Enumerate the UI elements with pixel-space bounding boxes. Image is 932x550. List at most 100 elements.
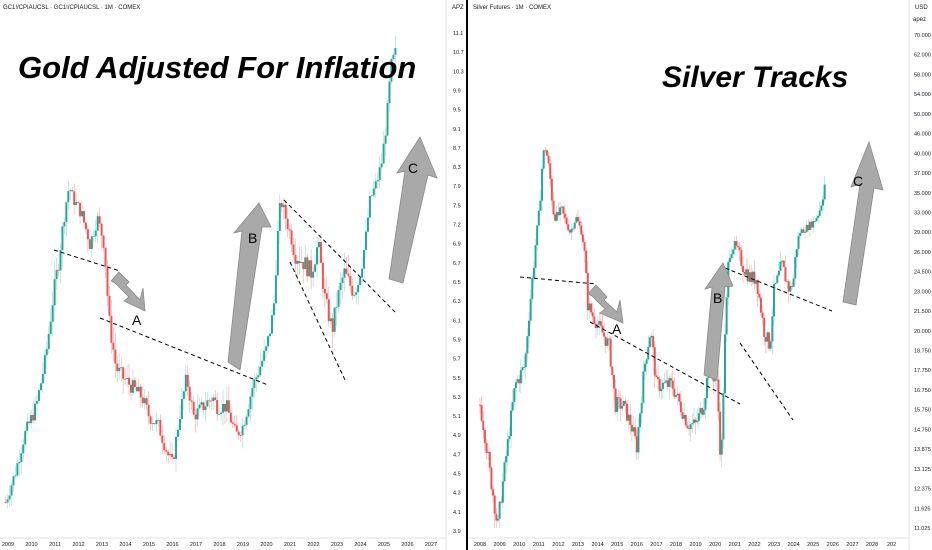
candle-body <box>261 360 264 367</box>
candle-body <box>805 225 808 233</box>
candle-body <box>49 321 52 334</box>
candle-body <box>163 442 166 451</box>
price-tick-label: 20.000 <box>914 329 931 335</box>
price-tick-label: 5.3 <box>453 395 461 401</box>
time-tick-label: 2016 <box>631 542 643 548</box>
candle-body <box>653 347 656 376</box>
candle-body <box>732 249 735 255</box>
candle-body <box>622 400 625 406</box>
candle-body <box>372 188 375 196</box>
candle-body <box>692 419 695 424</box>
candle-body <box>69 190 72 192</box>
candle-body <box>658 379 661 392</box>
candle-body <box>611 366 614 375</box>
candle-body <box>652 335 655 348</box>
candle-body <box>345 268 348 274</box>
candle-body <box>759 297 762 313</box>
candle-body <box>627 414 630 421</box>
candle-body <box>750 272 753 283</box>
gold-chart-panel: GC1!/CPIAUCSL · GC1!/CPIAUCSL · 1M · COM… <box>0 0 464 550</box>
trend-line <box>99 317 269 386</box>
candle-body <box>188 386 191 401</box>
candle-body <box>6 499 9 503</box>
candle-body <box>35 400 38 404</box>
time-tick-label: 2011 <box>49 542 61 548</box>
candle-body <box>394 48 397 55</box>
time-tick-label: 2022 <box>748 542 760 548</box>
candle-body <box>670 378 673 381</box>
candle-body <box>510 410 513 437</box>
candle-body <box>104 247 107 267</box>
time-tick-label: 2024 <box>787 542 799 548</box>
candle-body <box>366 217 369 232</box>
candle-body <box>374 181 377 189</box>
time-tick-label: 2023 <box>768 542 780 548</box>
candle-body <box>660 389 663 392</box>
candle-body <box>16 463 19 476</box>
time-tick-label: 2012 <box>72 542 84 548</box>
candle-body <box>59 250 62 271</box>
price-tick-label: 7.9 <box>453 184 461 190</box>
candle-body <box>4 502 7 504</box>
candle-body <box>629 414 632 426</box>
candle-body <box>282 204 285 208</box>
candle-body <box>774 282 777 284</box>
trend-line <box>724 267 833 312</box>
candle-body <box>126 377 129 379</box>
candle-body <box>753 271 756 284</box>
time-tick-label: 2011 <box>533 542 545 548</box>
candle-body <box>73 191 76 205</box>
candle-body <box>741 265 744 273</box>
price-tick-label: 40.000 <box>914 151 931 157</box>
candle-body <box>118 367 121 372</box>
candle-body <box>594 323 597 329</box>
candle-body <box>782 260 785 268</box>
price-tick-label: 29.000 <box>914 230 931 236</box>
candle-body <box>668 378 671 387</box>
candle-body <box>513 388 516 402</box>
price-tick-label: 4.5 <box>453 472 461 478</box>
candle-body <box>141 397 144 404</box>
candle-body <box>337 290 340 307</box>
candle-body <box>637 427 640 453</box>
time-tick-label: 2014 <box>591 542 603 548</box>
candle-body <box>225 400 228 412</box>
candle-body <box>717 379 720 412</box>
price-tick-label: 9.9 <box>453 88 461 94</box>
gold-label-b: B <box>248 230 257 246</box>
candle-body <box>37 390 40 401</box>
candle-body <box>112 342 115 350</box>
candle-body <box>645 359 648 364</box>
candle-body <box>153 423 156 425</box>
candle-body <box>506 439 509 457</box>
gold-drawings <box>53 136 438 386</box>
candle-body <box>640 402 643 414</box>
price-tick-label: 8.7 <box>453 146 461 152</box>
candle-body <box>276 231 279 276</box>
candle-body <box>614 388 617 412</box>
candle-body <box>137 386 140 392</box>
time-tick-label: 2013 <box>96 542 108 548</box>
candle-body <box>679 401 682 413</box>
candle-body <box>519 370 522 384</box>
candle-body <box>359 277 362 285</box>
price-tick-label: 9.1 <box>453 127 461 133</box>
candle-body <box>202 402 205 410</box>
candle-body <box>331 318 334 332</box>
candle-body <box>737 245 740 248</box>
candle-body <box>335 306 338 308</box>
time-tick-label: 2026 <box>827 542 839 548</box>
candle-body <box>47 333 50 350</box>
candle-body <box>781 260 784 262</box>
candle-body <box>380 163 383 168</box>
gold-candles <box>4 35 397 509</box>
candle-body <box>799 232 802 236</box>
candle-body <box>769 341 772 349</box>
candle-body <box>545 150 548 156</box>
time-tick-label: 2013 <box>572 542 584 548</box>
candle-body <box>45 349 48 356</box>
price-tick-label: 70.000 <box>914 33 931 39</box>
candle-body <box>663 382 666 384</box>
candle-body <box>612 374 615 389</box>
